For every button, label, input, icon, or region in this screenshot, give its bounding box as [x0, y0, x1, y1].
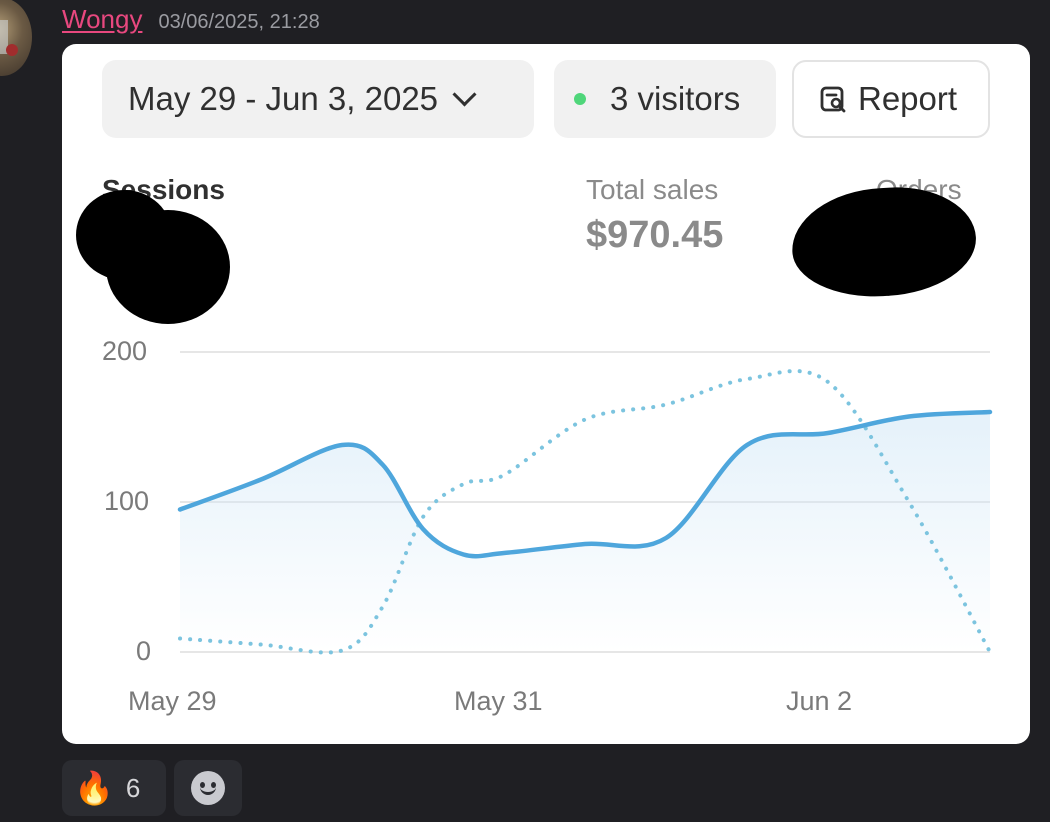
redaction-scribble — [106, 210, 230, 324]
visitors-label: 3 visitors — [610, 80, 741, 117]
username[interactable]: Wongy — [62, 4, 143, 34]
total-sales-label[interactable]: Total sales — [586, 174, 719, 205]
sessions-area-fill — [180, 412, 990, 652]
y-tick-label: 100 — [104, 486, 150, 516]
report-button[interactable]: Report — [792, 60, 990, 138]
reaction-count: 6 — [125, 772, 141, 803]
current-series-line — [177, 409, 993, 559]
x-tick-label: Jun 2 — [786, 686, 853, 716]
smiley-icon — [191, 771, 225, 805]
comparison-series-line — [178, 369, 992, 655]
date-range-label: May 29 - Jun 3, 2025 — [128, 80, 439, 117]
visitors-badge[interactable]: 3 visitors — [554, 60, 776, 138]
total-sales-value: $970.45 — [586, 214, 724, 256]
message-header: Wongy 03/06/2025, 21:28 — [62, 4, 320, 36]
live-status-dot-icon — [574, 93, 586, 105]
report-search-icon — [820, 86, 846, 113]
timestamp: 03/06/2025, 21:28 — [158, 11, 320, 33]
y-tick-label: 200 — [102, 336, 148, 366]
y-tick-label: 0 — [136, 636, 152, 666]
fire-icon: 🔥 — [74, 770, 114, 806]
reactions-bar: 🔥 6 — [62, 760, 242, 816]
analytics-screenshot[interactable]: May 29 - Jun 3, 2025 3 visitors Report S… — [62, 44, 1030, 744]
avatar[interactable] — [0, 0, 32, 76]
add-reaction-button[interactable] — [174, 760, 242, 816]
x-tick-label: May 29 — [128, 686, 217, 716]
x-tick-label: May 31 — [454, 686, 543, 716]
report-label: Report — [858, 80, 958, 117]
fire-reaction[interactable]: 🔥 6 — [62, 760, 166, 816]
sessions-line-chart[interactable] — [62, 44, 1030, 744]
date-range-button[interactable]: May 29 - Jun 3, 2025 — [102, 60, 534, 138]
